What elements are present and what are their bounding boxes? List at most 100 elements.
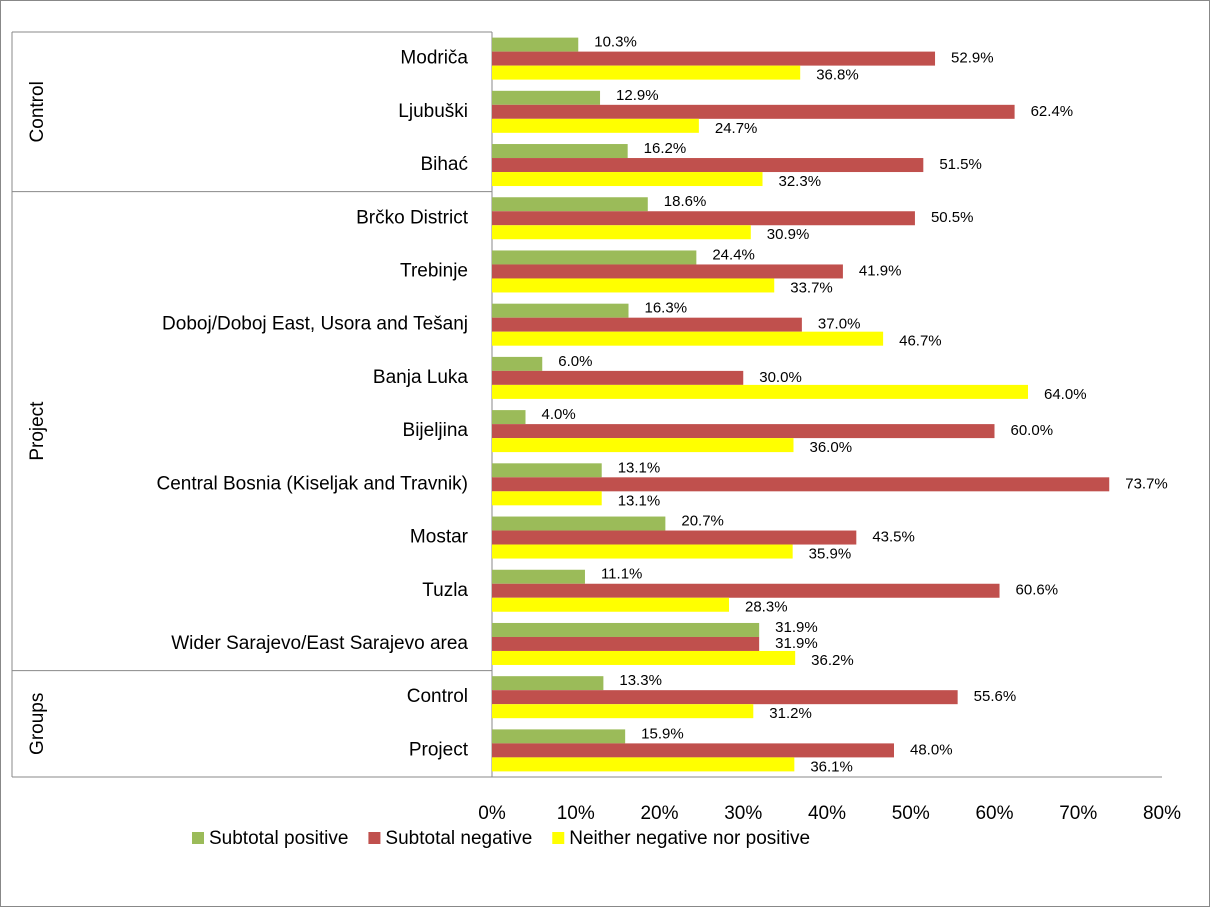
data-label: 24.4%	[712, 246, 755, 263]
data-label: 43.5%	[872, 529, 915, 546]
bar	[492, 37, 579, 52]
data-label: 31.9%	[775, 635, 818, 652]
x-tick-label: 0%	[478, 803, 506, 824]
bar	[492, 90, 601, 105]
data-label: 11.1%	[601, 566, 642, 583]
y-tick-label: Bijeljina	[403, 420, 469, 441]
bar	[492, 622, 760, 637]
x-tick-label: 60%	[975, 803, 1013, 824]
group-label: Project	[27, 401, 48, 461]
bar	[492, 477, 1110, 492]
data-label: 13.1%	[618, 459, 661, 476]
data-label: 48.0%	[910, 741, 953, 758]
legend-label: Subtotal positive	[209, 828, 348, 849]
data-label: 60.0%	[1011, 422, 1054, 439]
data-label: 16.2%	[644, 140, 687, 157]
bar	[492, 356, 543, 371]
y-tick-label: Banja Luka	[373, 367, 469, 388]
data-label: 15.9%	[641, 725, 684, 742]
legend-swatch	[552, 832, 565, 844]
data-label: 20.7%	[681, 513, 724, 530]
data-label: 18.6%	[664, 193, 707, 210]
bar	[492, 370, 744, 385]
data-label: 33.7%	[790, 279, 833, 296]
data-label: 36.1%	[810, 758, 853, 775]
y-tick-label: Mostar	[410, 527, 469, 548]
y-tick-label: Control	[407, 686, 468, 707]
data-label: 55.6%	[974, 688, 1017, 705]
legend-swatch	[192, 832, 204, 844]
data-label: 30.0%	[759, 369, 802, 386]
y-tick-label: Doboj/Doboj East, Usora and Tešanj	[162, 314, 468, 335]
group-label: Control	[27, 81, 48, 142]
y-tick-label: Project	[409, 739, 469, 760]
bar	[492, 51, 936, 66]
bar	[492, 516, 666, 531]
legend-swatch	[368, 832, 381, 844]
y-tick-label: Modriča	[400, 48, 468, 69]
data-label: 51.5%	[939, 156, 982, 173]
bar	[492, 264, 843, 279]
x-tick-label: 20%	[640, 803, 678, 824]
data-label: 36.2%	[811, 652, 854, 669]
data-label: 4.0%	[542, 406, 576, 423]
bar	[492, 636, 760, 651]
y-tick-label: Central Bosnia (Kiseljak and Travnik)	[156, 473, 468, 494]
bar	[492, 530, 857, 545]
group-label: Groups	[27, 693, 48, 755]
data-label: 10.3%	[594, 34, 637, 51]
data-label: 31.9%	[775, 619, 818, 636]
data-label: 62.4%	[1031, 103, 1074, 120]
bar	[492, 690, 958, 705]
bar	[492, 104, 1015, 119]
bar	[492, 384, 1028, 399]
bar	[492, 225, 751, 240]
bar	[492, 438, 794, 453]
data-label: 12.9%	[616, 87, 659, 104]
bar	[492, 704, 754, 719]
x-tick-label: 30%	[724, 803, 762, 824]
y-tick-label: Tuzla	[422, 580, 468, 601]
bar	[492, 172, 763, 187]
data-label: 31.2%	[769, 705, 812, 722]
data-label: 52.9%	[951, 50, 994, 67]
data-label: 32.3%	[779, 173, 822, 190]
y-tick-label: Ljubuški	[398, 101, 468, 122]
x-tick-label: 80%	[1143, 803, 1181, 824]
legend-label: Subtotal negative	[385, 828, 532, 849]
y-tick-label: Bihać	[420, 154, 468, 175]
bar	[492, 197, 648, 212]
bar	[492, 331, 884, 346]
bar	[492, 491, 602, 506]
data-label: 16.3%	[645, 300, 688, 317]
x-tick-label: 40%	[808, 803, 846, 824]
bar	[492, 650, 796, 665]
bar	[492, 303, 629, 318]
data-label: 35.9%	[809, 546, 852, 563]
data-label: 36.8%	[816, 67, 859, 84]
data-label: 36.0%	[810, 439, 853, 456]
data-label: 24.7%	[715, 120, 758, 137]
data-label: 37.0%	[818, 316, 861, 333]
x-tick-label: 50%	[892, 803, 930, 824]
data-label: 73.7%	[1125, 475, 1168, 492]
bar	[492, 144, 628, 159]
bar	[492, 597, 730, 612]
bar	[492, 569, 585, 584]
data-label: 30.9%	[767, 226, 810, 243]
bar	[492, 410, 526, 425]
data-label: 13.3%	[619, 672, 662, 689]
bar	[492, 65, 801, 80]
data-label: 28.3%	[745, 599, 788, 616]
data-label: 6.0%	[558, 353, 592, 370]
bar	[492, 158, 924, 173]
bar	[492, 250, 697, 265]
y-tick-label: Trebinje	[400, 260, 468, 281]
bar	[492, 211, 915, 226]
data-label: 64.0%	[1044, 386, 1087, 403]
bar	[492, 729, 626, 744]
x-tick-label: 10%	[557, 803, 595, 824]
bar	[492, 743, 894, 758]
data-label: 46.7%	[899, 333, 942, 350]
